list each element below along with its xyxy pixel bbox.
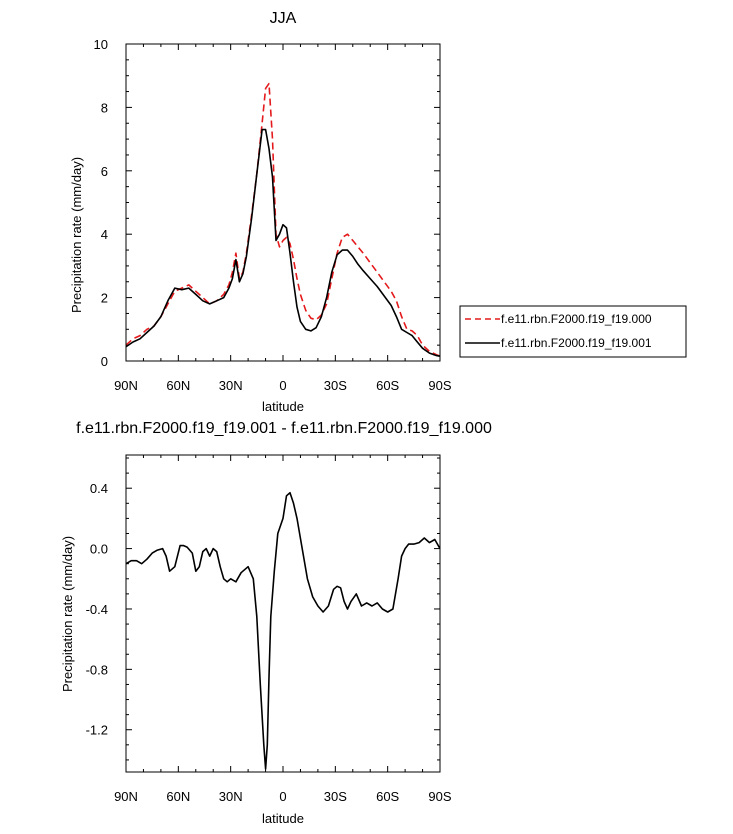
x-tick-label: 30S	[324, 789, 347, 804]
series-line-0	[125, 82, 441, 357]
y-tick-label: -1.2	[86, 723, 108, 738]
y-tick-label: 0	[101, 354, 108, 369]
x-tick-label: 30S	[324, 378, 347, 393]
top-axis-ticks: 90N 60N 30N 0 30S 60S 90S 0 2 4 6 8 10	[94, 37, 452, 393]
y-tick-label: 0.0	[90, 542, 108, 557]
legend-label-series-1: f.e11.rbn.F2000.f19_f19.001	[501, 336, 652, 350]
bottom-panel: f.e11.rbn.F2000.f19_f19.001 - f.e11.rbn.…	[60, 420, 492, 826]
top-series-lines	[125, 82, 441, 357]
bottom-y-axis-label: Precipitation rate (mm/day)	[60, 536, 75, 692]
x-tick-label: 90N	[114, 789, 138, 804]
y-tick-label: 2	[101, 291, 108, 306]
bottom-plot-frame	[125, 454, 441, 773]
bottom-series-lines	[125, 491, 441, 770]
top-x-axis-label: latitude	[262, 399, 304, 414]
series-line-1	[125, 128, 441, 357]
top-chart-title: JJA	[270, 10, 297, 27]
x-tick-label: 60S	[376, 789, 399, 804]
series-line-0	[125, 491, 441, 770]
x-tick-label: 30N	[219, 789, 243, 804]
x-tick-label: 0	[279, 789, 286, 804]
legend: f.e11.rbn.F2000.f19_f19.000 f.e11.rbn.F2…	[459, 305, 687, 358]
x-tick-label: 90S	[428, 789, 451, 804]
legend-box	[459, 305, 687, 358]
bottom-x-axis-label: latitude	[262, 811, 304, 826]
y-tick-label: 4	[101, 227, 108, 242]
legend-label-series-0: f.e11.rbn.F2000.f19_f19.000	[501, 312, 652, 326]
x-tick-label: 90S	[428, 378, 451, 393]
x-tick-label: 30N	[219, 378, 243, 393]
x-tick-label: 90N	[114, 378, 138, 393]
y-tick-label: 0.4	[90, 481, 108, 496]
y-tick-label: 6	[101, 164, 108, 179]
y-tick-label: 8	[101, 100, 108, 115]
top-y-axis-label: Precipitation rate (mm/day)	[69, 157, 84, 313]
y-tick-label: -0.4	[86, 602, 108, 617]
top-plot-frame	[125, 43, 441, 362]
y-tick-label: 10	[94, 37, 108, 52]
x-tick-label: 60N	[166, 789, 190, 804]
x-tick-label: 60S	[376, 378, 399, 393]
top-panel: JJA Precipitation rate (mm/day) latitude…	[69, 10, 687, 414]
bottom-chart-title: f.e11.rbn.F2000.f19_f19.001 - f.e11.rbn.…	[76, 420, 492, 437]
x-tick-label: 60N	[166, 378, 190, 393]
x-tick-label: 0	[279, 378, 286, 393]
y-tick-label: -0.8	[86, 662, 108, 677]
